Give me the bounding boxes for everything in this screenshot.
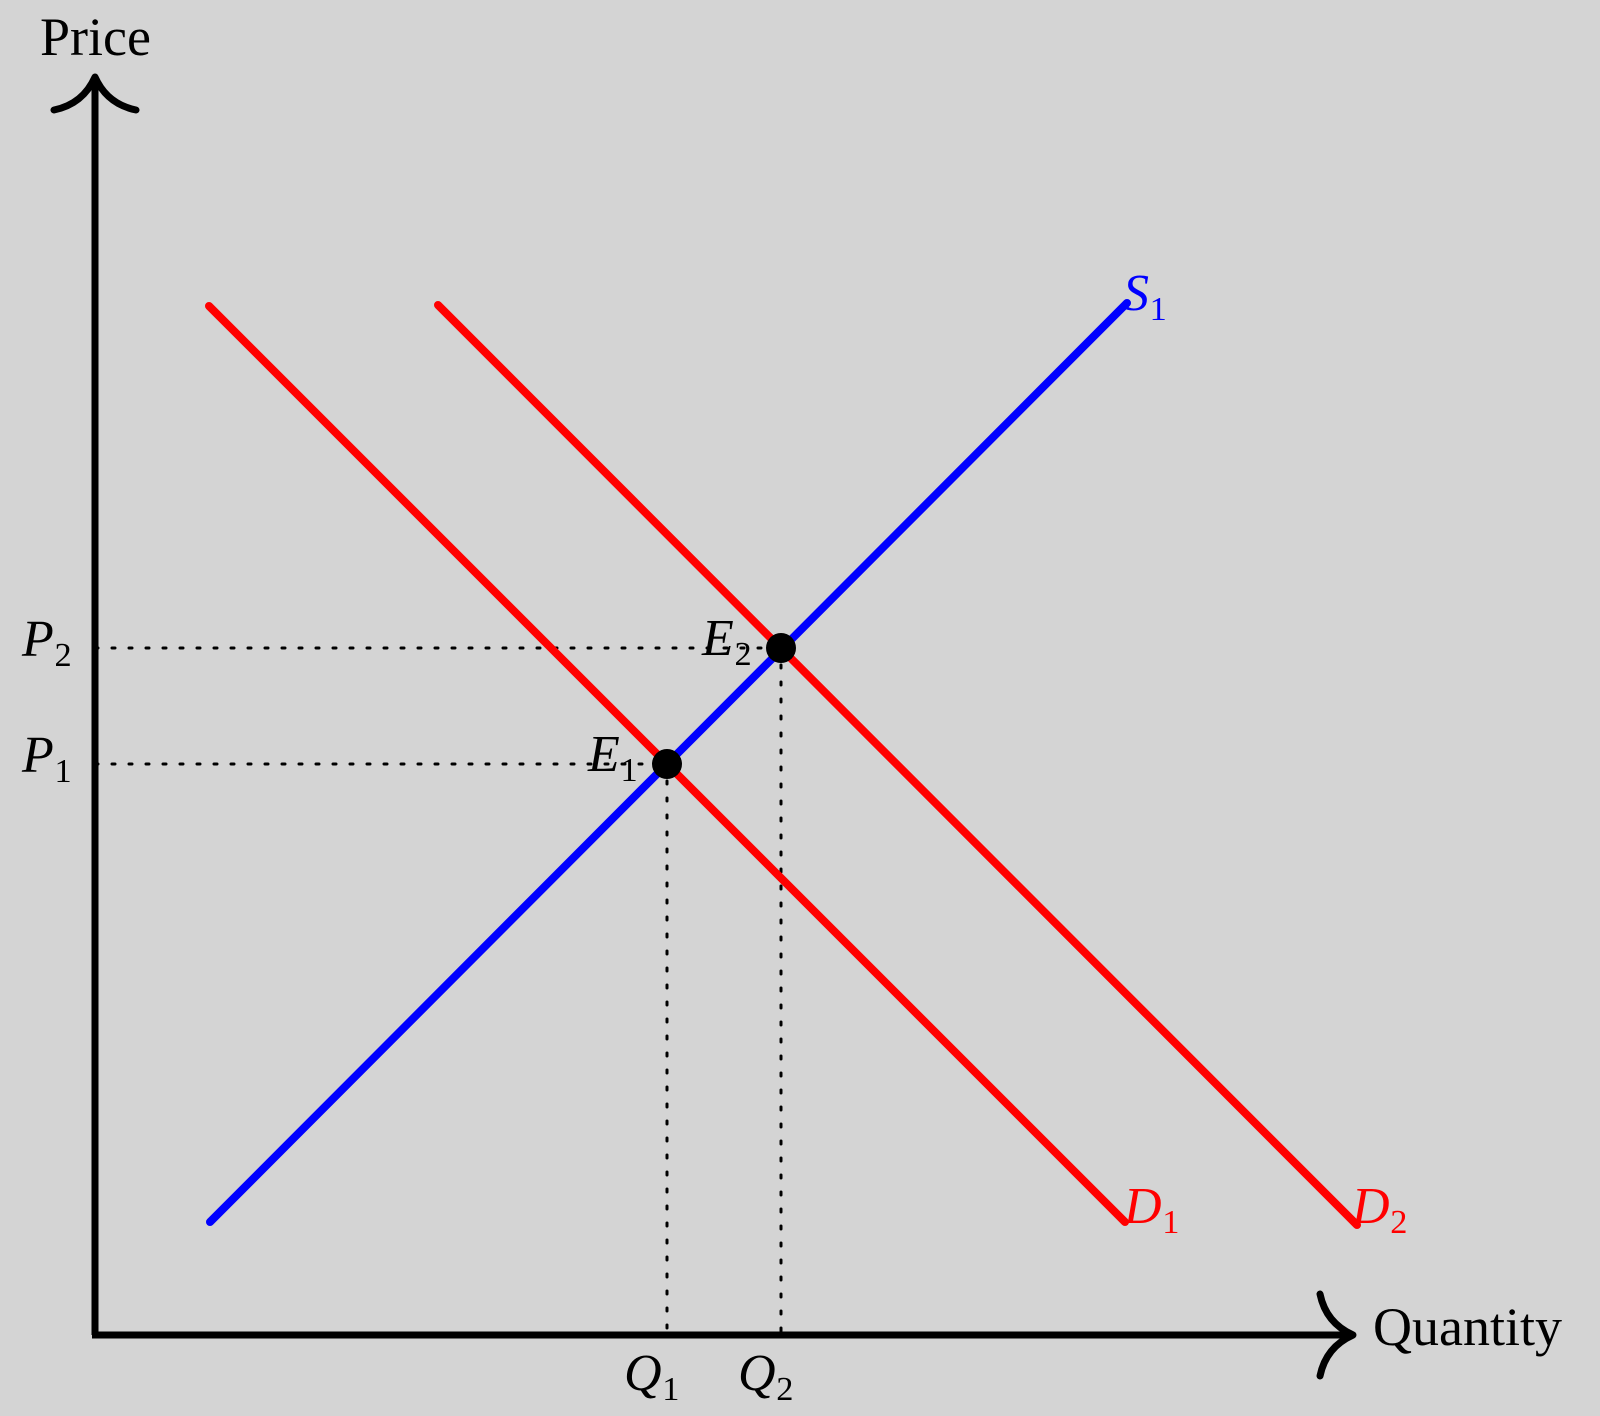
price-tick-p2: P2 — [22, 614, 72, 673]
curve-label-s1-base: S — [1123, 265, 1149, 322]
price-tick-p1: P1 — [22, 730, 72, 789]
curve-label-d2-subscript: 2 — [1390, 1203, 1408, 1242]
equilibrium-label-e1-subscript: 1 — [620, 751, 638, 790]
demand-curve-d2 — [434, 301, 1361, 1229]
price-tick-p2-base: P — [22, 611, 54, 668]
quantity-tick-q2-subscript: 2 — [776, 1370, 794, 1409]
curve-label-d2-base: D — [1352, 1178, 1390, 1235]
quantity-tick-q1: Q1 — [624, 1348, 679, 1407]
y-axis-label: Price — [40, 7, 151, 67]
equilibrium-point-e1 — [652, 749, 682, 779]
curve-label-s1-subscript: 1 — [1149, 290, 1167, 329]
curve-label-d1-subscript: 1 — [1162, 1203, 1180, 1242]
quantity-tick-q2-base: Q — [738, 1345, 776, 1402]
price-tick-p1-subscript: 1 — [54, 752, 72, 791]
curve-label-d2: D2 — [1352, 1181, 1407, 1240]
equilibrium-label-e1: E1 — [588, 729, 638, 788]
guide-lines — [93, 646, 783, 1337]
equilibrium-label-e2-base: E — [702, 610, 734, 667]
y-axis-arrowhead-icon — [50, 73, 140, 114]
curve-label-s1: S1 — [1123, 268, 1167, 327]
curve-label-d1: D1 — [1124, 1181, 1179, 1240]
quantity-tick-q2: Q2 — [738, 1348, 793, 1407]
curve-label-d1-base: D — [1124, 1178, 1162, 1235]
quantity-tick-q1-subscript: 1 — [662, 1370, 680, 1409]
price-tick-p1-base: P — [22, 727, 54, 784]
equilibrium-label-e1-base: E — [588, 726, 620, 783]
x-axis-label: Quantity — [1373, 1297, 1562, 1357]
price-tick-p2-subscript: 2 — [54, 636, 72, 675]
equilibrium-label-e2: E2 — [702, 613, 752, 672]
equilibrium-point-e2 — [766, 633, 796, 663]
axes-lines — [91, 84, 1346, 1339]
equilibrium-label-e2-subscript: 2 — [734, 635, 752, 674]
quantity-tick-q1-base: Q — [624, 1345, 662, 1402]
x-axis-arrowhead-icon — [1316, 1290, 1357, 1380]
